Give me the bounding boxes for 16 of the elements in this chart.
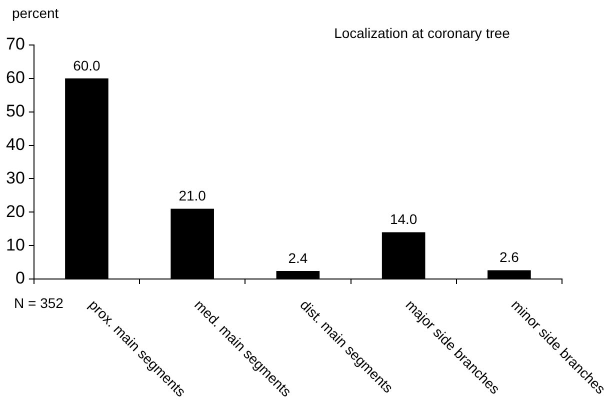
- text: N = 352: [14, 294, 64, 311]
- data-label: 2.6: [499, 249, 520, 266]
- data-label: 21.0: [178, 188, 206, 204]
- data-label: 14.0: [390, 211, 418, 228]
- y-axis-title: percent: [12, 4, 59, 21]
- y-tick-label: 60: [6, 68, 25, 88]
- y-tick-label: 20: [6, 202, 25, 221]
- y-tick-label: 50: [6, 102, 25, 121]
- chart-title: Localization at coronary tree: [334, 24, 510, 41]
- y-tick-label: 40: [6, 134, 25, 154]
- y-tick-label: 30: [6, 168, 25, 188]
- y-tick-label: 70: [6, 34, 25, 54]
- data-label: 60.0: [73, 57, 101, 74]
- y-tick-label: 10: [6, 235, 25, 254]
- y-tick-label: 0: [15, 268, 25, 288]
- data-label: 2.4: [288, 250, 308, 266]
